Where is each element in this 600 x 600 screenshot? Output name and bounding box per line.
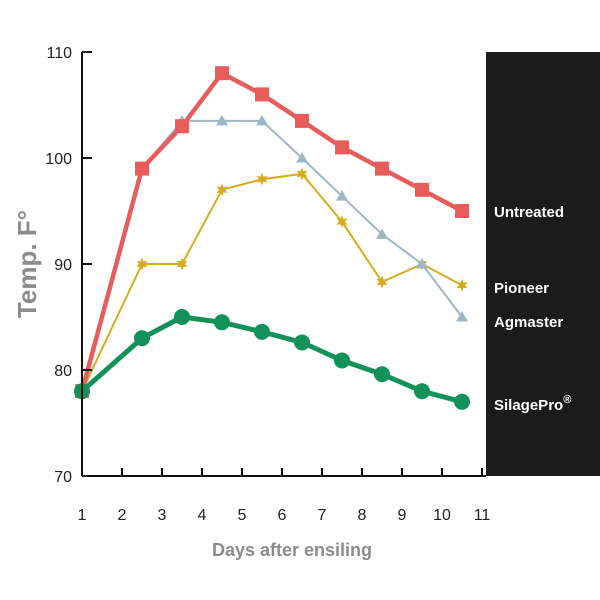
x-axis-title: Days after ensiling <box>212 540 372 560</box>
data-point-untreated <box>415 182 429 197</box>
data-point-pioneer <box>136 257 148 271</box>
legend-label-agmaster: Agmaster <box>494 314 563 331</box>
data-point-pioneer <box>256 172 268 186</box>
data-point-untreated <box>335 140 349 155</box>
y-tick-label: 70 <box>54 469 72 486</box>
data-point-pioneer <box>216 183 228 197</box>
x-tick-label: 1 <box>78 507 87 524</box>
x-tick-label: 6 <box>278 507 287 524</box>
data-point-untreated <box>295 113 309 128</box>
data-point-silagepro <box>374 366 390 383</box>
legend-label-pioneer: Pioneer <box>494 280 549 297</box>
data-point-agmaster <box>296 152 308 163</box>
data-point-pioneer <box>176 257 188 271</box>
legend-label-silagepro-name: SilagePro <box>494 397 563 414</box>
data-point-agmaster <box>216 114 228 126</box>
data-point-agmaster <box>456 311 468 322</box>
data-point-agmaster <box>416 258 428 269</box>
data-point-untreated <box>135 161 149 176</box>
x-tick-label: 3 <box>158 507 167 524</box>
y-tick-label: 80 <box>54 363 72 380</box>
x-tick-label: 4 <box>198 507 207 524</box>
legend-label-silagepro: SilagePro® <box>494 394 571 414</box>
series-silagepro <box>74 309 470 410</box>
data-point-pioneer <box>296 167 308 181</box>
data-point-silagepro <box>454 393 470 410</box>
data-point-pioneer <box>336 215 348 229</box>
x-tick-label: 9 <box>398 507 407 524</box>
data-point-pioneer <box>456 278 468 292</box>
data-point-silagepro <box>214 314 230 331</box>
data-point-untreated <box>175 119 189 134</box>
data-point-agmaster <box>336 190 348 201</box>
data-point-silagepro <box>174 309 190 325</box>
data-point-untreated <box>455 204 469 218</box>
registered-mark: ® <box>563 394 571 406</box>
data-point-untreated <box>255 87 269 102</box>
data-point-agmaster <box>256 114 268 126</box>
data-point-silagepro <box>134 330 150 347</box>
y-axis-title: Temp. F° <box>12 210 42 318</box>
data-point-agmaster <box>376 228 388 239</box>
x-tick-label: 7 <box>318 507 327 524</box>
data-point-untreated <box>215 66 229 81</box>
x-tick-label: 8 <box>358 507 367 524</box>
x-tick-label: 11 <box>474 507 491 524</box>
data-point-untreated <box>375 161 389 176</box>
series-line-pioneer <box>81 172 463 393</box>
legend: Untreated Pioneer Agmaster SilagePro® <box>494 204 571 414</box>
series-line-silagepro <box>79 314 465 405</box>
data-point-silagepro <box>334 352 350 369</box>
data-point-silagepro <box>294 334 310 351</box>
legend-label-untreated: Untreated <box>494 204 564 221</box>
legend-panel <box>486 52 600 476</box>
x-tick-label: 10 <box>433 507 451 524</box>
ticks-group: 1 2 3 4 5 6 7 8 9 10 11 70 80 90 100 110 <box>45 45 490 524</box>
y-tick-label: 90 <box>54 257 72 274</box>
x-tick-label: 5 <box>238 507 247 524</box>
y-tick-label: 100 <box>45 151 72 168</box>
data-point-silagepro <box>254 323 270 340</box>
data-point-silagepro <box>414 383 430 400</box>
series-group <box>74 66 470 410</box>
x-tick-label: 2 <box>118 507 127 524</box>
y-tick-label: 110 <box>46 45 72 62</box>
data-point-pioneer <box>376 275 388 289</box>
series-line-untreated <box>79 70 465 394</box>
